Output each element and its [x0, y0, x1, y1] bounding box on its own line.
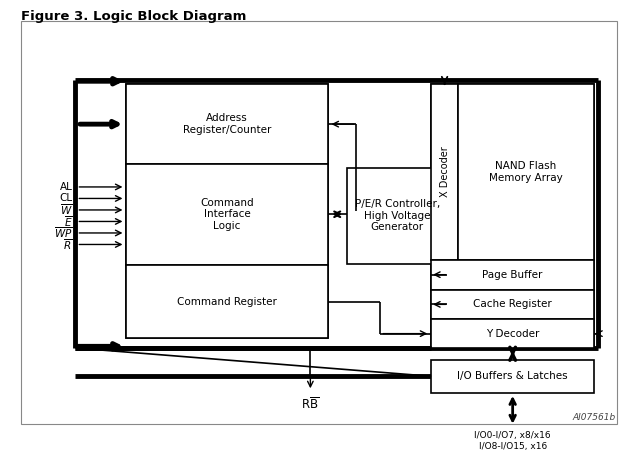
Text: Command Register: Command Register [177, 296, 277, 307]
Text: $\overline{R}$: $\overline{R}$ [63, 237, 73, 252]
Text: P/E/R Controller,
High Voltage
Generator: P/E/R Controller, High Voltage Generator [355, 199, 440, 232]
Bar [126, 265, 328, 338]
Text: $\overline{E}$: $\overline{E}$ [64, 214, 73, 229]
Text: Address
Register/Counter: Address Register/Counter [182, 113, 271, 135]
Text: R$\overline{\mathrm{B}}$: R$\overline{\mathrm{B}}$ [301, 396, 320, 412]
Text: $\overline{W}$: $\overline{W}$ [60, 202, 73, 217]
Bar [431, 359, 594, 393]
Bar [431, 260, 594, 290]
Text: X Decoder: X Decoder [440, 147, 450, 198]
Text: Figure 3. Logic Block Diagram: Figure 3. Logic Block Diagram [21, 9, 246, 23]
Bar [458, 84, 594, 260]
Bar [431, 319, 594, 348]
Text: CL: CL [59, 193, 73, 203]
Text: $\overline{WP}$: $\overline{WP}$ [54, 226, 73, 240]
Text: Command
Interface
Logic: Command Interface Logic [200, 198, 254, 231]
Text: I/O0-I/O7, x8/x16
I/O8-I/O15, x16: I/O0-I/O7, x8/x16 I/O8-I/O15, x16 [474, 432, 551, 451]
Bar [126, 84, 328, 164]
Bar [126, 164, 328, 265]
Text: Page Buffer: Page Buffer [482, 270, 543, 280]
Bar [347, 168, 447, 264]
Text: AI07561b: AI07561b [572, 413, 615, 422]
Text: NAND Flash
Memory Array: NAND Flash Memory Array [489, 161, 563, 183]
Text: I/O Buffers & Latches: I/O Buffers & Latches [457, 371, 568, 381]
Bar [431, 84, 594, 348]
Text: Y Decoder: Y Decoder [486, 329, 539, 339]
Bar [431, 290, 594, 319]
Bar [126, 84, 328, 338]
Text: Cache Register: Cache Register [473, 299, 552, 309]
Text: AL: AL [60, 182, 73, 192]
Bar [431, 84, 458, 260]
